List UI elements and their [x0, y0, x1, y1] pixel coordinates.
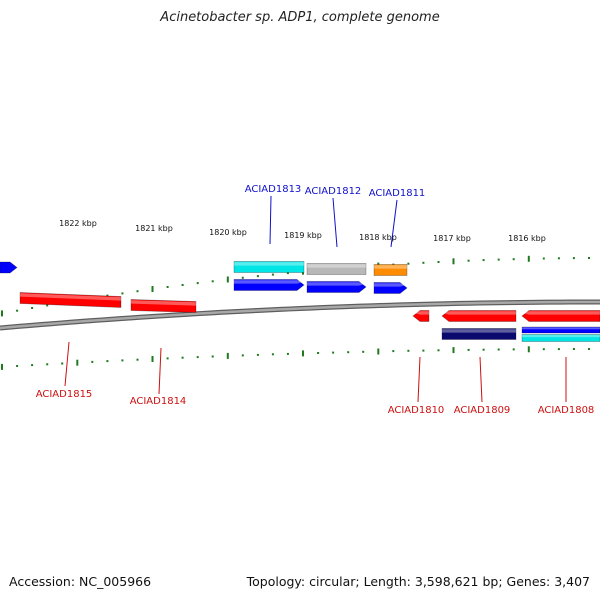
gene-arrow-highlight — [307, 264, 366, 268]
gene-arrow[interactable] — [441, 310, 517, 322]
gene-arrow-highlight — [374, 265, 407, 269]
tick-label: 1822 kbp — [59, 219, 97, 228]
gene-arrow[interactable] — [233, 279, 305, 291]
feature-aciad1808-reverse[interactable] — [521, 310, 600, 322]
gene-arrow-highlight — [131, 300, 196, 306]
backbone — [0, 299, 600, 331]
gene-arrow-highlight — [522, 311, 600, 315]
label-leader-line — [64, 341, 70, 387]
feature-labels: ACIAD1813 ACIAD1812 ACIAD1811 ACIAD1815 ACIA… — [36, 184, 595, 416]
accession-text: Accession: NC_005966 — [9, 574, 152, 589]
gene-arrow[interactable] — [373, 264, 408, 276]
label-leader-line — [417, 356, 421, 403]
features — [0, 261, 600, 342]
backbone-line — [0, 300, 600, 330]
tick-label: 1817 kbp — [433, 234, 471, 243]
gene-arrow[interactable] — [521, 326, 600, 334]
gene-arrow-highlight — [234, 280, 304, 284]
gene-arrow-highlight — [20, 293, 121, 301]
gene-arrow-highlight — [413, 311, 429, 315]
feature-aciad1813-forward[interactable] — [233, 261, 305, 273]
gene-label-aciad1815[interactable]: ACIAD1815 — [36, 389, 93, 400]
tick-label: 1821 kbp — [135, 224, 173, 233]
gene-label-aciad1812[interactable]: ACIAD1812 — [305, 186, 362, 197]
feature-aciad1809-reverse[interactable] — [441, 328, 517, 340]
feature-aciad1811-forward[interactable] — [373, 264, 408, 276]
gene-arrow[interactable] — [441, 328, 517, 340]
tick-label: 1820 kbp — [209, 228, 247, 237]
gene-label-aciad1809[interactable]: ACIAD1809 — [454, 405, 511, 416]
gene-arrow[interactable] — [306, 263, 367, 275]
tick-marks: 1822 kbp 1821 kbp 1820 kbp 1819 kbp 1818 kbp… — [1, 219, 590, 370]
feature-aciad1812-forward[interactable] — [306, 281, 367, 293]
gene-label-aciad1813[interactable]: ACIAD1813 — [245, 184, 302, 195]
feature-aciad1812-forward[interactable] — [306, 263, 367, 275]
tick-label: 1819 kbp — [284, 231, 322, 240]
gene-arrow[interactable] — [521, 334, 600, 342]
gene-arrow[interactable] — [130, 299, 197, 313]
feature-aciad1810-reverse[interactable] — [412, 310, 430, 322]
gene-arrow[interactable] — [412, 310, 430, 322]
gene-arrow-highlight — [307, 282, 366, 286]
gene-arrow[interactable] — [306, 281, 367, 293]
gene-arrow[interactable] — [19, 292, 122, 308]
tick-label: 1818 kbp — [359, 233, 397, 242]
gene-arrow[interactable] — [233, 261, 305, 273]
feature-aciad1815-reverse[interactable] — [19, 292, 122, 308]
gene-label-aciad1814[interactable]: ACIAD1814 — [130, 396, 187, 407]
label-leader-line — [332, 197, 338, 248]
gene-label-aciad1808[interactable]: ACIAD1808 — [538, 405, 595, 416]
label-leader-line — [479, 356, 483, 403]
genome-summary-text: Topology: circular; Length: 3,598,621 bp… — [246, 574, 590, 589]
feature-offscreen-left[interactable] — [0, 261, 18, 274]
tick-label: 1816 kbp — [508, 234, 546, 243]
feature-aciad1808-reverse[interactable] — [521, 326, 600, 334]
gene-arrow-highlight — [442, 311, 516, 315]
label-leader-line — [158, 347, 162, 395]
gene-label-aciad1811[interactable]: ACIAD1811 — [369, 188, 426, 199]
label-leader-line — [269, 195, 272, 245]
feature-aciad1811-forward[interactable] — [373, 282, 408, 294]
gene-arrow-highlight — [442, 329, 516, 333]
gene-arrow[interactable] — [373, 282, 408, 294]
label-leader-line — [390, 199, 398, 248]
gene-arrow-highlight — [522, 335, 600, 338]
feature-aciad1809-reverse[interactable] — [441, 310, 517, 322]
gene-arrow[interactable] — [0, 261, 18, 274]
feature-aciad1813-forward[interactable] — [233, 279, 305, 291]
gene-arrow-highlight — [234, 262, 304, 266]
map-title: Acinetobacter sp. ADP1, complete genome — [160, 10, 440, 25]
gene-arrow-highlight — [374, 283, 407, 287]
feature-aciad1814-reverse[interactable] — [130, 299, 197, 313]
gene-arrow-highlight — [522, 327, 600, 330]
feature-aciad1808-reverse[interactable] — [521, 334, 600, 342]
gene-label-aciad1810[interactable]: ACIAD1810 — [388, 405, 445, 416]
gene-arrow[interactable] — [521, 310, 600, 322]
